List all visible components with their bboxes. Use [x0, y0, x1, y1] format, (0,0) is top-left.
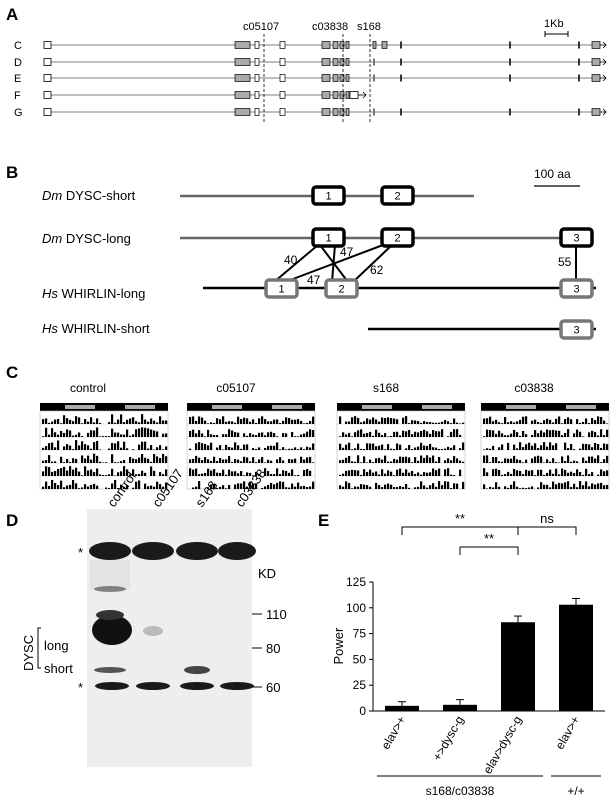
- light-dark-bar: [481, 403, 609, 411]
- lane-label-s168: s168: [192, 478, 220, 510]
- kd-label: KD: [258, 566, 276, 581]
- group-label: +/+: [567, 784, 584, 798]
- protein-label-whirlin-short: Hs WHIRLIN-short: [42, 321, 150, 336]
- mutant-label-c05107: c05107: [243, 21, 279, 33]
- domain-whirlin-long-3: 3: [559, 278, 594, 299]
- y-tick-label: 100: [346, 601, 366, 615]
- significance-bracket: [401, 526, 519, 535]
- domain-whirlin-long-2: 2: [324, 278, 359, 299]
- western-blot: control c05107 s168 c03838 * * KD 110 80: [21, 466, 287, 767]
- svg-text:3: 3: [573, 233, 579, 245]
- svg-text:3: 3: [573, 325, 579, 337]
- protein-label-dysc-long: Dm DYSC-long: [42, 231, 131, 246]
- asterisk-top: *: [78, 545, 83, 560]
- y-tick-label: 0: [359, 704, 366, 718]
- light-dark-bar: [40, 403, 168, 411]
- y-tick-label: 75: [353, 627, 367, 641]
- y-axis-label: Power: [331, 627, 346, 665]
- panel-a-letter: A: [6, 5, 18, 24]
- domain-whirlin-long-1: 1: [264, 278, 299, 299]
- protein-label-whirlin-long: Hs WHIRLIN-long: [42, 286, 145, 301]
- marker-60: 60: [266, 680, 280, 695]
- svg-text:2: 2: [338, 284, 344, 296]
- panel-b-letter: B: [6, 163, 18, 182]
- svg-text:2: 2: [394, 191, 400, 203]
- band-dysc-short-control: [94, 667, 126, 673]
- svg-text:1: 1: [325, 191, 331, 203]
- domain-dysc-long-2: 2: [380, 227, 415, 248]
- y-tick-label: 50: [353, 652, 367, 666]
- identity-62: 62: [370, 263, 384, 277]
- group-label: s168/c03838: [426, 784, 495, 798]
- significance-label: ns: [540, 511, 554, 526]
- dysc-bracket: [37, 627, 41, 669]
- domain-dysc-short-1: 1: [311, 185, 346, 206]
- bar: [443, 704, 477, 711]
- x-tick-label: elav>dysc-g: [480, 714, 524, 777]
- x-tick-label: elav>+: [378, 714, 408, 752]
- bar: [385, 705, 419, 711]
- light-dark-bar: [337, 403, 465, 411]
- bar: [501, 622, 535, 711]
- mutant-label-s168: s168: [357, 21, 381, 33]
- panel-b-domain-diagram: 100 aa Dm DYSC-short Dm DYSC-long Hs WHI…: [42, 167, 596, 340]
- y-tick-label: 25: [353, 678, 367, 692]
- band-dysc-short-s168: [184, 666, 210, 674]
- panel-d-letter: D: [6, 511, 18, 530]
- significance-label: **: [484, 531, 494, 546]
- dysc-label: DYSC: [21, 635, 36, 671]
- homology-lines: [273, 244, 577, 283]
- isoform-label: C: [14, 40, 22, 52]
- scale-100aa-label: 100 aa: [534, 167, 571, 181]
- significance-label: **: [455, 511, 465, 526]
- domain-dysc-long-1: 1: [311, 227, 346, 248]
- isoform-label: F: [14, 90, 21, 102]
- svg-text:1: 1: [278, 284, 284, 296]
- svg-text:3: 3: [573, 284, 579, 296]
- scale-1kb-label: 1Kb: [544, 18, 564, 30]
- actogram-title-c03838: c03838: [514, 381, 554, 395]
- isoform-label: G: [14, 107, 23, 119]
- band-label-short: short: [44, 661, 73, 676]
- panel-c-letter: C: [6, 363, 18, 382]
- marker-110: 110: [266, 607, 287, 622]
- actogram-title-s168: s168: [373, 381, 399, 395]
- marker-80: 80: [266, 641, 280, 656]
- light-dark-bar: [187, 403, 315, 411]
- domain-dysc-long-3: 3: [559, 227, 594, 248]
- panel-e-letter: E: [318, 511, 329, 530]
- domain-whirlin-short-3: 3: [559, 319, 594, 340]
- bar-chart: Power 0 25 50 75 100 125 elav>+ +>dysc-g elav>dy…: [331, 511, 605, 798]
- significance-bracket: [459, 546, 519, 555]
- identity-40: 40: [284, 253, 298, 267]
- band-nonspecific-bottom: [95, 682, 129, 690]
- x-tick-label: +>dysc-g: [430, 714, 467, 764]
- y-tick-label: 125: [346, 575, 366, 589]
- identity-47-b: 47: [307, 273, 321, 287]
- band-nonspecific-top: [89, 542, 131, 560]
- band-label-long: long: [44, 638, 69, 653]
- isoform-label: D: [14, 57, 22, 69]
- asterisk-bottom: *: [78, 680, 83, 695]
- identity-47-a: 47: [340, 245, 354, 259]
- actogram-title-control: control: [70, 381, 106, 395]
- protein-label-dysc-short: Dm DYSC-short: [42, 188, 136, 203]
- band-dysc-long-control: [92, 615, 132, 645]
- actograms: [39, 403, 610, 490]
- actogram-title-c05107: c05107: [216, 381, 256, 395]
- domain-dysc-short-2: 2: [380, 185, 415, 206]
- identity-55: 55: [558, 255, 572, 269]
- x-tick-label: elav>+: [552, 714, 582, 752]
- significance-bracket: [517, 526, 577, 535]
- isoform-label: E: [14, 73, 21, 85]
- mutant-label-c03838: c03838: [312, 21, 348, 33]
- bar: [559, 604, 593, 711]
- svg-text:1: 1: [325, 233, 331, 245]
- svg-text:2: 2: [394, 233, 400, 245]
